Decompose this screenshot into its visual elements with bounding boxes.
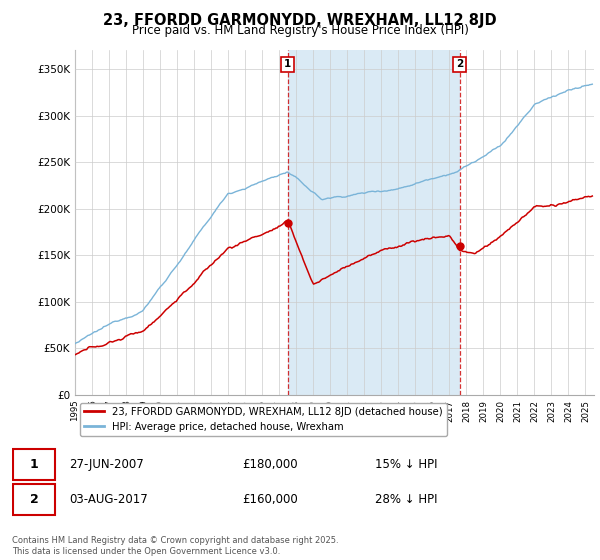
FancyBboxPatch shape <box>13 484 55 515</box>
Text: Price paid vs. HM Land Registry's House Price Index (HPI): Price paid vs. HM Land Registry's House … <box>131 24 469 37</box>
FancyBboxPatch shape <box>13 449 55 479</box>
Bar <box>287 50 460 395</box>
Text: £160,000: £160,000 <box>242 493 298 506</box>
Text: 23, FFORDD GARMONYDD, WREXHAM, LL12 8JD: 23, FFORDD GARMONYDD, WREXHAM, LL12 8JD <box>103 13 497 28</box>
Text: 2: 2 <box>456 59 463 69</box>
Legend: 23, FFORDD GARMONYDD, WREXHAM, LL12 8JD (detached house), HPI: Average price, de: 23, FFORDD GARMONYDD, WREXHAM, LL12 8JD … <box>80 403 446 436</box>
Text: Contains HM Land Registry data © Crown copyright and database right 2025.
This d: Contains HM Land Registry data © Crown c… <box>12 536 338 556</box>
Text: £180,000: £180,000 <box>242 458 298 470</box>
Text: 15% ↓ HPI: 15% ↓ HPI <box>375 458 437 470</box>
Text: 03-AUG-2017: 03-AUG-2017 <box>70 493 148 506</box>
Text: 28% ↓ HPI: 28% ↓ HPI <box>375 493 437 506</box>
Text: 27-JUN-2007: 27-JUN-2007 <box>70 458 145 470</box>
Text: 2: 2 <box>29 493 38 506</box>
Text: 1: 1 <box>29 458 38 470</box>
Text: 1: 1 <box>284 59 291 69</box>
